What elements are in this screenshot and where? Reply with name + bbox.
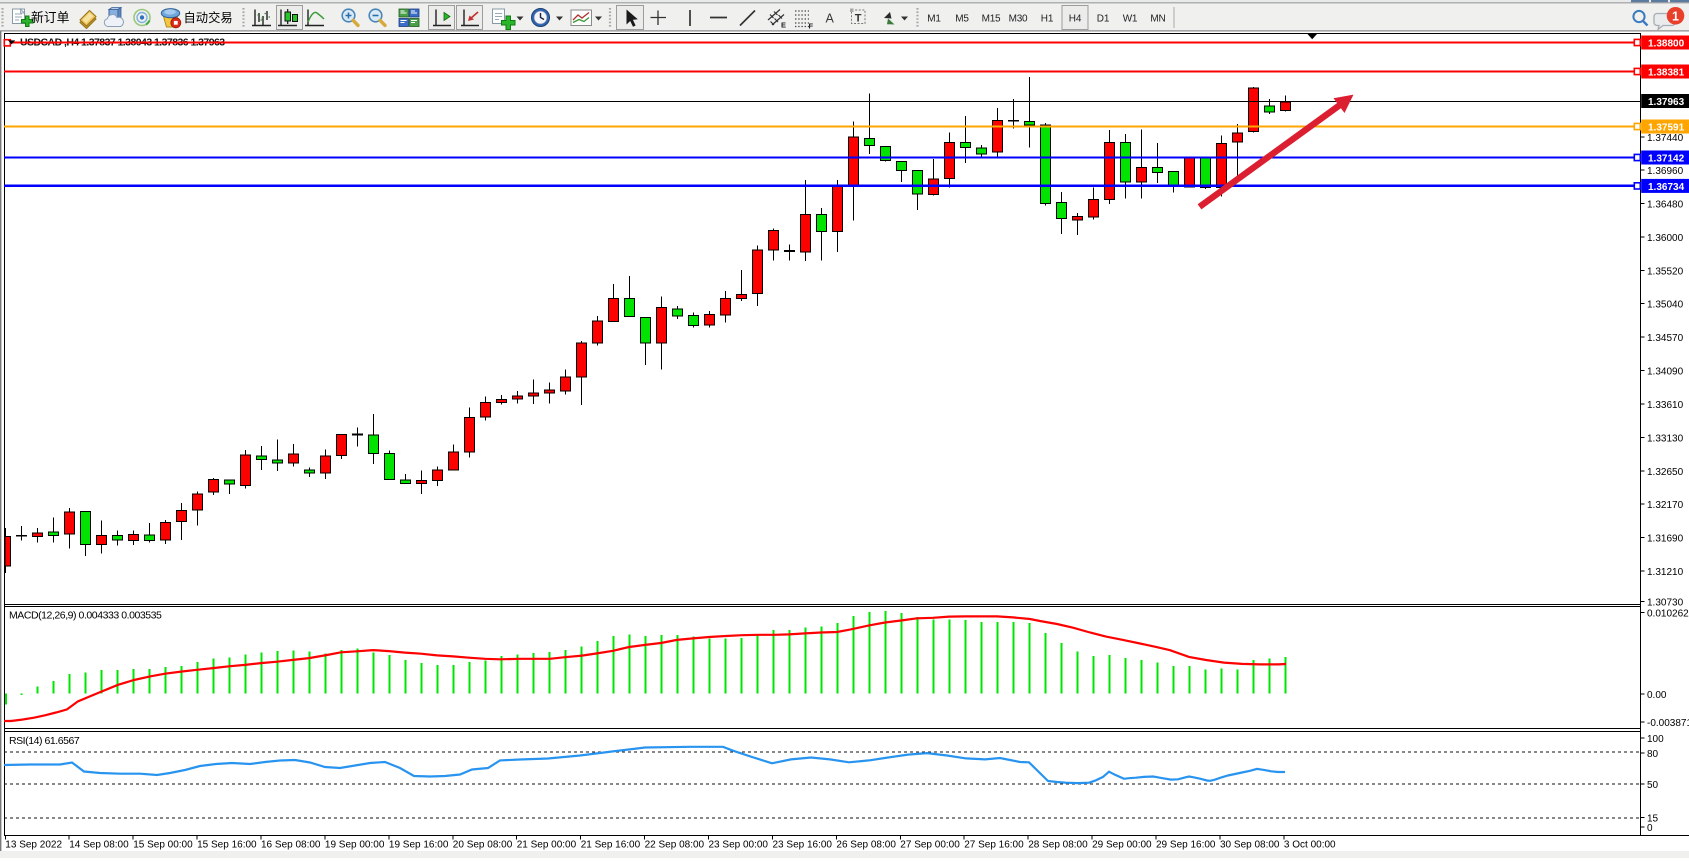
svg-text:15: 15 — [1647, 814, 1659, 825]
svg-text:1.32650: 1.32650 — [1647, 467, 1684, 478]
svg-text:M1: M1 — [927, 14, 941, 25]
svg-text:1.36000: 1.36000 — [1647, 233, 1684, 244]
svg-text:1.37142: 1.37142 — [1648, 154, 1685, 165]
svg-text:23 Sep 16:00: 23 Sep 16:00 — [773, 840, 833, 851]
svg-text:E: E — [781, 21, 786, 30]
svg-text:13 Sep 2022: 13 Sep 2022 — [5, 840, 62, 851]
svg-text:29 Sep 00:00: 29 Sep 00:00 — [1092, 840, 1152, 851]
svg-text:0: 0 — [1647, 823, 1653, 834]
svg-text:自动交易: 自动交易 — [184, 10, 233, 25]
svg-text:23 Sep 00:00: 23 Sep 00:00 — [709, 840, 769, 851]
svg-text:27 Sep 16:00: 27 Sep 16:00 — [964, 840, 1024, 851]
svg-text:F: F — [809, 22, 814, 31]
svg-text:1.38800: 1.38800 — [1648, 39, 1685, 50]
svg-text:1.34570: 1.34570 — [1647, 333, 1684, 344]
svg-text:1.36960: 1.36960 — [1647, 166, 1684, 177]
svg-text:H1: H1 — [1041, 14, 1054, 25]
svg-text:M30: M30 — [1009, 14, 1028, 25]
svg-text:27 Sep 00:00: 27 Sep 00:00 — [900, 840, 960, 851]
svg-text:21 Sep 16:00: 21 Sep 16:00 — [581, 840, 641, 851]
svg-text:1.33610: 1.33610 — [1647, 400, 1684, 411]
svg-text:MN: MN — [1150, 14, 1165, 25]
svg-text:19 Sep 16:00: 19 Sep 16:00 — [389, 840, 449, 851]
svg-text:21 Sep 00:00: 21 Sep 00:00 — [517, 840, 577, 851]
svg-text:29 Sep 16:00: 29 Sep 16:00 — [1156, 840, 1216, 851]
svg-text:50: 50 — [1647, 780, 1659, 791]
svg-text:0.010262: 0.010262 — [1647, 609, 1689, 620]
svg-text:W1: W1 — [1123, 14, 1138, 25]
svg-text:26 Sep 08:00: 26 Sep 08:00 — [836, 840, 896, 851]
svg-text:H4: H4 — [1069, 14, 1082, 25]
svg-text:22 Sep 08:00: 22 Sep 08:00 — [645, 840, 705, 851]
svg-text:新订单: 新订单 — [31, 10, 70, 25]
svg-text:M5: M5 — [955, 14, 969, 25]
svg-text:15 Sep 16:00: 15 Sep 16:00 — [197, 840, 257, 851]
svg-text:28 Sep 08:00: 28 Sep 08:00 — [1028, 840, 1088, 851]
svg-text:14 Sep 08:00: 14 Sep 08:00 — [69, 840, 129, 851]
svg-text:D1: D1 — [1097, 14, 1110, 25]
svg-text:1.37440: 1.37440 — [1647, 133, 1684, 144]
svg-text:16 Sep 08:00: 16 Sep 08:00 — [261, 840, 321, 851]
svg-text:MACD(12,26,9) 0.004333 0.00353: MACD(12,26,9) 0.004333 0.003535 — [9, 609, 162, 621]
svg-text:-0.003871: -0.003871 — [1647, 718, 1689, 729]
svg-text:A: A — [826, 12, 835, 26]
svg-text:RSI(14) 61.6567: RSI(14) 61.6567 — [9, 735, 80, 747]
svg-text:M15: M15 — [982, 14, 1001, 25]
svg-text:1.36734: 1.36734 — [1648, 182, 1685, 193]
svg-text:20 Sep 08:00: 20 Sep 08:00 — [453, 840, 513, 851]
svg-text:1.35520: 1.35520 — [1647, 266, 1684, 277]
svg-text:1.37963: 1.37963 — [1648, 97, 1685, 108]
svg-text:1.38381: 1.38381 — [1648, 68, 1685, 79]
svg-text:0.00: 0.00 — [1647, 690, 1667, 701]
svg-text:1.30730: 1.30730 — [1647, 598, 1684, 609]
svg-text:T: T — [855, 12, 862, 24]
svg-text:1.34090: 1.34090 — [1647, 367, 1684, 378]
svg-text:19 Sep 00:00: 19 Sep 00:00 — [325, 840, 385, 851]
svg-text:1.31690: 1.31690 — [1647, 534, 1684, 545]
svg-text:30 Sep 08:00: 30 Sep 08:00 — [1220, 840, 1280, 851]
svg-text:80: 80 — [1647, 749, 1659, 760]
svg-text:1: 1 — [1672, 9, 1679, 23]
svg-text:100: 100 — [1647, 734, 1664, 745]
svg-text:1.37591: 1.37591 — [1648, 123, 1685, 134]
svg-text:1.33130: 1.33130 — [1647, 433, 1684, 444]
svg-text:1.36480: 1.36480 — [1647, 200, 1684, 211]
svg-text:1.32170: 1.32170 — [1647, 500, 1684, 511]
svg-text:1.31210: 1.31210 — [1647, 567, 1684, 578]
svg-text:1.35040: 1.35040 — [1647, 300, 1684, 311]
svg-text:15 Sep 00:00: 15 Sep 00:00 — [133, 840, 193, 851]
svg-text:3 Oct 00:00: 3 Oct 00:00 — [1284, 840, 1336, 851]
